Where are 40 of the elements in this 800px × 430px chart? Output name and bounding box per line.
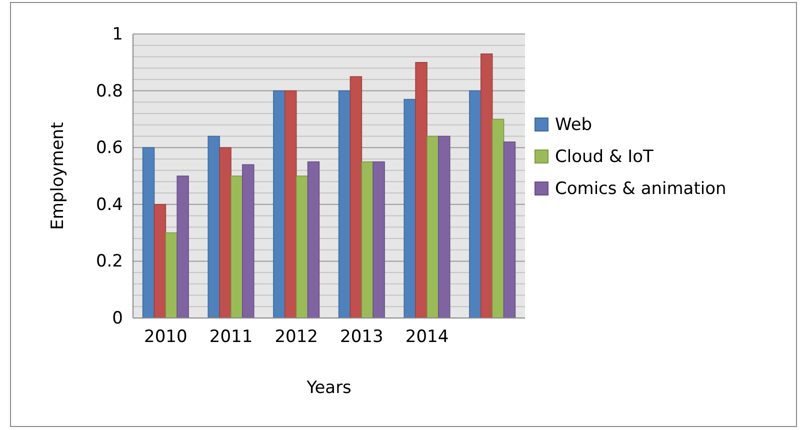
bar xyxy=(230,176,243,318)
bar xyxy=(296,176,308,318)
bar xyxy=(142,147,155,318)
bar xyxy=(492,118,504,318)
x-tick-label: 2011 xyxy=(209,327,253,348)
bar xyxy=(284,90,297,318)
bar xyxy=(361,161,374,318)
bar xyxy=(404,98,416,318)
bar xyxy=(273,90,286,318)
bar xyxy=(242,164,254,318)
bar xyxy=(208,136,220,318)
bar xyxy=(480,53,493,318)
legend-label: Cloud & IoT xyxy=(555,147,654,167)
bar xyxy=(154,204,166,318)
legend-label: Web xyxy=(555,115,592,135)
bar xyxy=(426,136,439,318)
y-tick-label: 1 xyxy=(112,24,123,44)
bar xyxy=(165,232,178,318)
y-axis-title: Employment xyxy=(48,122,68,230)
x-axis-title: Years xyxy=(306,378,352,398)
bar xyxy=(503,142,516,318)
bar xyxy=(350,76,362,318)
bar xyxy=(415,62,428,318)
legend-label: Comics & animation xyxy=(555,179,726,199)
x-tick-label: 2013 xyxy=(340,327,384,348)
bar xyxy=(469,90,482,318)
y-tick-label: 0.2 xyxy=(96,252,123,272)
bar xyxy=(438,136,450,318)
bar xyxy=(372,161,385,318)
y-tick-label: 0.6 xyxy=(96,138,123,158)
x-tick-label: 2010 xyxy=(144,327,188,348)
y-tick-label: 0.4 xyxy=(96,194,123,215)
bar xyxy=(219,147,232,318)
x-tick-label: 2014 xyxy=(405,327,449,348)
x-tick-label: 2012 xyxy=(274,327,318,348)
bar xyxy=(307,161,320,318)
bar xyxy=(338,90,351,318)
bar xyxy=(176,176,189,318)
y-tick-label: 0 xyxy=(112,308,123,328)
y-tick-label: 0.8 xyxy=(96,81,123,102)
